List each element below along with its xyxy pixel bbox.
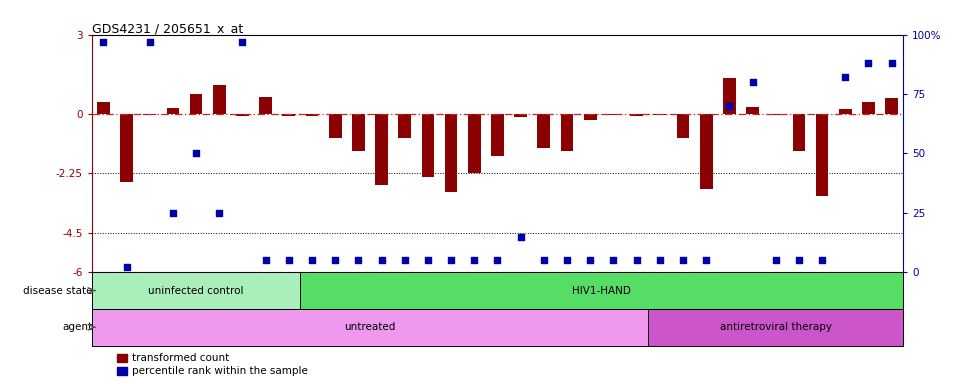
Bar xyxy=(398,114,412,137)
Point xyxy=(536,257,552,263)
Bar xyxy=(92,309,648,346)
Point xyxy=(443,257,459,263)
Bar xyxy=(328,114,342,137)
Point xyxy=(490,257,505,263)
Bar xyxy=(305,114,319,116)
Bar xyxy=(352,114,365,151)
Text: untreated: untreated xyxy=(344,322,396,332)
Bar xyxy=(491,114,504,156)
Legend: transformed count, percentile rank within the sample: transformed count, percentile rank withi… xyxy=(113,349,312,381)
Point xyxy=(165,210,181,216)
Bar xyxy=(120,114,133,182)
Text: disease state: disease state xyxy=(23,286,92,296)
Bar xyxy=(648,309,903,346)
Point xyxy=(235,39,250,45)
Bar xyxy=(769,114,782,115)
Point xyxy=(513,233,528,240)
Point xyxy=(698,257,714,263)
Bar xyxy=(421,114,435,177)
Point xyxy=(629,257,644,263)
Point xyxy=(467,257,482,263)
Bar xyxy=(607,114,620,115)
Point xyxy=(119,264,134,270)
Bar xyxy=(815,114,829,195)
Text: agent: agent xyxy=(62,322,92,332)
Bar xyxy=(537,114,551,148)
Point xyxy=(374,257,389,263)
Point xyxy=(559,257,575,263)
Point xyxy=(327,257,343,263)
Point xyxy=(258,257,273,263)
Bar xyxy=(166,109,180,114)
Point xyxy=(861,60,876,66)
Bar xyxy=(583,114,597,120)
Point xyxy=(814,257,830,263)
Point xyxy=(281,257,297,263)
Bar xyxy=(862,102,875,114)
Point xyxy=(188,150,204,156)
Point xyxy=(791,257,807,263)
Point xyxy=(838,74,853,80)
Bar xyxy=(468,114,481,173)
Bar xyxy=(213,85,226,114)
Point xyxy=(351,257,366,263)
Point xyxy=(142,39,157,45)
Point xyxy=(675,257,691,263)
Bar xyxy=(653,114,667,115)
Bar xyxy=(236,114,249,116)
Bar xyxy=(676,114,690,137)
Bar xyxy=(143,114,156,115)
Point xyxy=(652,257,668,263)
Bar xyxy=(97,102,110,114)
Point xyxy=(304,257,320,263)
Bar xyxy=(282,114,296,116)
Bar xyxy=(92,272,300,309)
Bar xyxy=(444,114,458,192)
Point xyxy=(745,79,760,85)
Bar xyxy=(375,114,388,185)
Bar xyxy=(838,109,852,114)
Point xyxy=(606,257,621,263)
Bar xyxy=(189,94,203,114)
Bar xyxy=(885,98,898,114)
Bar xyxy=(792,114,806,151)
Point xyxy=(582,257,598,263)
Bar xyxy=(514,114,527,117)
Point xyxy=(768,257,783,263)
Point xyxy=(397,257,412,263)
Bar xyxy=(699,114,713,189)
Bar xyxy=(560,114,574,151)
Bar xyxy=(300,272,903,309)
Point xyxy=(420,257,436,263)
Point xyxy=(722,103,737,109)
Bar xyxy=(723,78,736,114)
Point xyxy=(212,210,227,216)
Bar xyxy=(259,97,272,114)
Point xyxy=(96,39,111,45)
Text: GDS4231 / 205651_x_at: GDS4231 / 205651_x_at xyxy=(92,22,243,35)
Text: uninfected control: uninfected control xyxy=(149,286,243,296)
Bar xyxy=(746,107,759,114)
Bar xyxy=(630,114,643,116)
Text: antiretroviral therapy: antiretroviral therapy xyxy=(720,322,832,332)
Point xyxy=(884,60,899,66)
Text: HIV1-HAND: HIV1-HAND xyxy=(573,286,631,296)
